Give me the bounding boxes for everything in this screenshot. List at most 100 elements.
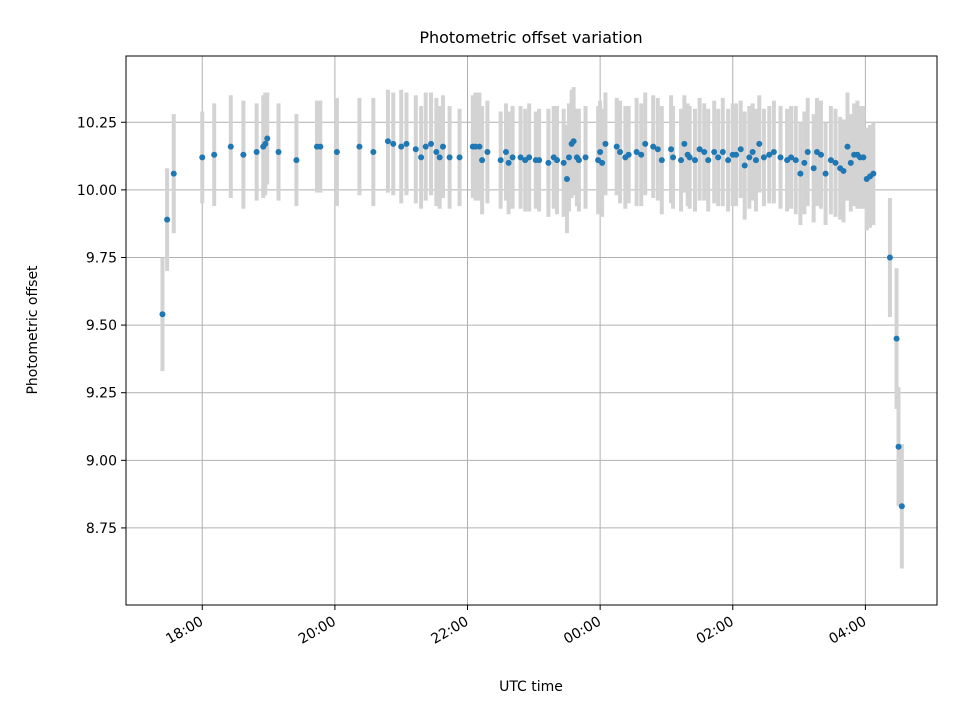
data-point: [517, 154, 524, 161]
data-point: [536, 157, 543, 164]
data-point: [737, 146, 744, 153]
data-point: [886, 254, 893, 261]
data-point: [563, 176, 570, 183]
data-point: [456, 154, 463, 161]
data-point: [526, 154, 533, 161]
data-point: [390, 140, 397, 147]
data-point: [602, 140, 609, 147]
data-point: [262, 140, 269, 147]
data-point: [749, 149, 756, 156]
data-point: [650, 143, 657, 150]
data-point: [658, 157, 665, 164]
data-point: [164, 216, 171, 223]
data-point: [597, 149, 604, 156]
data-point: [240, 151, 247, 158]
data-point: [792, 157, 799, 164]
data-point: [741, 162, 748, 169]
chart-title: Photometric offset variation: [419, 28, 642, 47]
data-point: [733, 151, 740, 158]
data-point: [642, 140, 649, 147]
data-point: [570, 138, 577, 145]
data-point: [436, 154, 443, 161]
data-point: [711, 149, 718, 156]
data-point: [403, 140, 410, 147]
data-point: [428, 140, 435, 147]
data-point: [715, 154, 722, 161]
data-point: [565, 154, 572, 161]
y-tick-label: 8.75: [86, 521, 117, 537]
y-tick-label: 9.75: [86, 250, 117, 266]
y-tick-label: 9.25: [86, 386, 117, 402]
y-tick-label: 9.00: [86, 453, 117, 469]
data-point: [433, 149, 440, 156]
data-point: [560, 159, 567, 166]
data-point: [484, 149, 491, 156]
y-tick-label: 9.50: [86, 318, 117, 334]
y-tick-label: 10.25: [77, 115, 117, 131]
data-point: [801, 159, 808, 166]
data-point: [384, 138, 391, 145]
data-point: [275, 149, 282, 156]
data-point: [678, 157, 685, 164]
data-point: [293, 157, 300, 164]
data-point: [554, 157, 561, 164]
data-point: [804, 149, 811, 156]
data-point: [625, 151, 632, 158]
y-tick-label: 10.00: [77, 183, 117, 199]
data-point: [760, 154, 767, 161]
data-point: [725, 157, 732, 164]
data-point: [777, 154, 784, 161]
data-point: [317, 143, 324, 150]
data-point: [701, 149, 708, 156]
data-point: [766, 151, 773, 158]
data-point: [422, 143, 429, 150]
data-point: [746, 154, 753, 161]
data-point: [668, 146, 675, 153]
data-point: [686, 154, 693, 161]
data-point: [670, 154, 677, 161]
data-point: [822, 170, 829, 177]
data-point: [613, 143, 620, 150]
data-point: [756, 140, 763, 147]
data-point: [638, 151, 645, 158]
plot-frame: [125, 55, 938, 606]
data-point: [847, 159, 854, 166]
data-point: [412, 146, 419, 153]
data-point: [827, 157, 834, 164]
data-point: [617, 149, 624, 156]
data-point: [476, 143, 483, 150]
data-point: [681, 140, 688, 147]
data-point: [505, 159, 512, 166]
data-point: [691, 157, 698, 164]
data-point: [211, 151, 218, 158]
data-point: [398, 143, 405, 150]
data-point: [817, 151, 824, 158]
x-axis-label: UTC time: [499, 679, 563, 695]
data-point: [599, 159, 606, 166]
data-point: [502, 149, 509, 156]
data-point: [840, 167, 847, 174]
data-point: [810, 165, 817, 172]
data-point: [418, 154, 425, 161]
data-point: [893, 335, 900, 342]
data-point: [770, 149, 777, 156]
data-point: [860, 154, 867, 161]
data-point: [199, 154, 206, 161]
data-point: [705, 157, 712, 164]
data-point: [159, 311, 166, 318]
data-point: [356, 143, 363, 150]
data-point: [509, 154, 516, 161]
data-point: [788, 154, 795, 161]
data-point: [582, 154, 589, 161]
data-point: [898, 503, 905, 510]
data-point: [752, 157, 759, 164]
y-axis-ticks: 8.75 9.00 9.25 9.50 9.75 10.00 10.25: [77, 115, 126, 537]
data-point: [797, 170, 804, 177]
data-point: [832, 159, 839, 166]
data-points: [159, 135, 905, 510]
data-point: [479, 157, 486, 164]
data-point: [719, 149, 726, 156]
data-point: [654, 146, 661, 153]
data-point: [575, 157, 582, 164]
data-point: [633, 149, 640, 156]
